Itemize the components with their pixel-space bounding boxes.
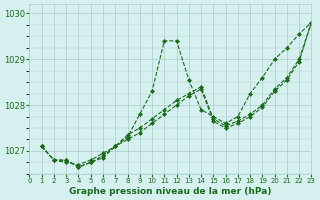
X-axis label: Graphe pression niveau de la mer (hPa): Graphe pression niveau de la mer (hPa) bbox=[69, 187, 272, 196]
